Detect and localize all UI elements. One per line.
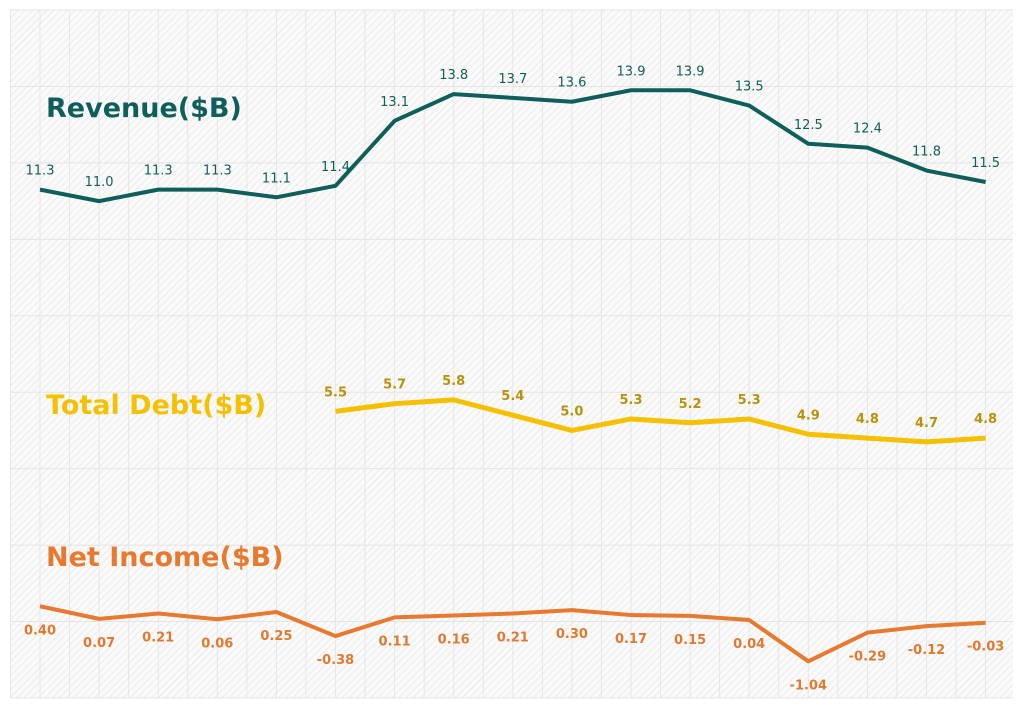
data-label: -0.38 <box>317 653 354 668</box>
data-label: 13.9 <box>676 64 705 79</box>
series-group: 11.3 11.0 11.3 11.3 11.1 11.4 13.1 13.8 13.7 13.6… <box>24 64 1004 693</box>
data-label: 4.8 <box>974 412 997 427</box>
data-label: 5.8 <box>442 374 465 389</box>
data-label: 12.4 <box>853 122 882 137</box>
data-label: 5.2 <box>679 397 702 412</box>
data-label: 11.1 <box>262 171 291 186</box>
data-label: 5.0 <box>560 404 583 419</box>
data-label: 13.6 <box>557 76 586 91</box>
data-label: 11.4 <box>321 160 350 175</box>
data-label: 11.8 <box>912 145 941 160</box>
data-label: 11.3 <box>26 164 55 179</box>
data-label: 13.1 <box>380 95 409 110</box>
data-label: 11.3 <box>203 164 232 179</box>
data-label: 0.07 <box>83 636 115 651</box>
series-title-revenue: Revenue($B) <box>46 93 242 124</box>
series-title-net-income: Net Income($B) <box>46 542 284 573</box>
data-label: 11.3 <box>144 164 173 179</box>
data-label: 5.4 <box>501 389 524 404</box>
data-label: 13.5 <box>735 80 764 95</box>
data-label: 4.7 <box>915 416 938 431</box>
data-label: 0.11 <box>379 634 411 649</box>
data-label: -0.03 <box>967 640 1004 655</box>
data-label: -0.12 <box>908 643 945 658</box>
data-label: 0.30 <box>556 627 588 642</box>
series-title-total-debt: Total Debt($B) <box>46 390 266 421</box>
data-label: 13.9 <box>617 64 646 79</box>
data-label: 0.21 <box>497 631 529 646</box>
gridlines <box>9 9 1013 699</box>
data-label: 5.5 <box>324 385 347 400</box>
data-label: -1.04 <box>790 678 827 693</box>
series-2: 0.40 0.07 0.21 0.06 0.25 -0.38 0.11 0.16 0.21 0.3… <box>24 604 1004 693</box>
data-label: 5.3 <box>738 393 761 408</box>
data-label: 12.5 <box>794 118 823 133</box>
series-1: 5.5 5.7 5.8 5.4 5.0 5.3 5.2 5.3 4.9 4.8 4.7 4.8 <box>324 374 997 445</box>
data-label: 4.8 <box>856 412 879 427</box>
data-label: 13.8 <box>439 68 468 83</box>
data-label: 0.15 <box>674 633 706 648</box>
data-label: 0.17 <box>615 632 647 647</box>
data-label: 5.3 <box>619 393 642 408</box>
data-label: 0.25 <box>260 629 292 644</box>
data-label: 5.7 <box>383 378 406 393</box>
data-label: 4.9 <box>797 408 820 423</box>
data-label: 11.0 <box>85 175 114 190</box>
series-0: 11.3 11.0 11.3 11.3 11.1 11.4 13.1 13.8 13.7 13.6… <box>26 64 1000 204</box>
data-label: -0.29 <box>849 650 886 665</box>
data-label: 11.5 <box>971 156 1000 171</box>
data-label: 0.16 <box>438 632 470 647</box>
data-label: 13.7 <box>498 72 527 87</box>
series-line <box>335 397 986 445</box>
data-label: 0.04 <box>733 637 765 652</box>
data-label: 0.40 <box>24 623 56 638</box>
plot-area <box>10 10 1013 698</box>
data-label: 0.21 <box>142 631 174 646</box>
data-label: 0.06 <box>201 636 233 651</box>
